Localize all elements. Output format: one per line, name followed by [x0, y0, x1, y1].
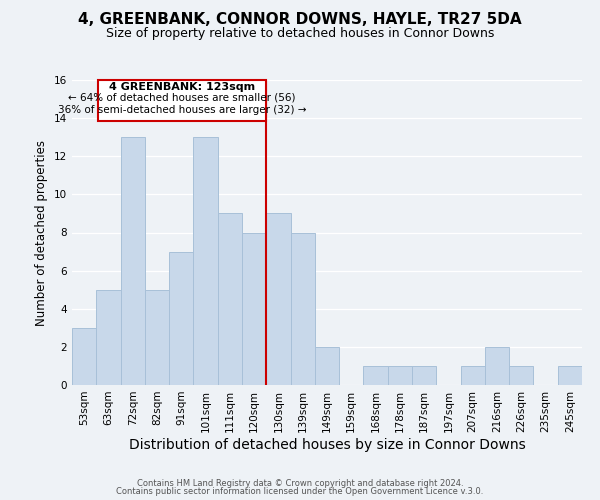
Text: ← 64% of detached houses are smaller (56): ← 64% of detached houses are smaller (56… — [68, 92, 296, 102]
Text: Contains public sector information licensed under the Open Government Licence v.: Contains public sector information licen… — [116, 488, 484, 496]
Bar — [364, 366, 388, 385]
FancyBboxPatch shape — [98, 80, 266, 121]
Text: Size of property relative to detached houses in Connor Downs: Size of property relative to detached ho… — [106, 28, 494, 40]
Bar — [485, 347, 509, 385]
Bar — [315, 347, 339, 385]
Bar — [509, 366, 533, 385]
Bar — [72, 328, 96, 385]
Text: 4 GREENBANK: 123sqm: 4 GREENBANK: 123sqm — [109, 82, 255, 92]
Bar — [193, 137, 218, 385]
Y-axis label: Number of detached properties: Number of detached properties — [35, 140, 49, 326]
Bar — [121, 137, 145, 385]
Text: 4, GREENBANK, CONNOR DOWNS, HAYLE, TR27 5DA: 4, GREENBANK, CONNOR DOWNS, HAYLE, TR27 … — [78, 12, 522, 28]
Bar — [145, 290, 169, 385]
Text: 36% of semi-detached houses are larger (32) →: 36% of semi-detached houses are larger (… — [58, 104, 306, 115]
Text: Contains HM Land Registry data © Crown copyright and database right 2024.: Contains HM Land Registry data © Crown c… — [137, 478, 463, 488]
Bar — [558, 366, 582, 385]
Bar — [412, 366, 436, 385]
Bar — [266, 214, 290, 385]
Bar — [290, 232, 315, 385]
X-axis label: Distribution of detached houses by size in Connor Downs: Distribution of detached houses by size … — [128, 438, 526, 452]
Bar — [96, 290, 121, 385]
Bar — [218, 214, 242, 385]
Bar — [461, 366, 485, 385]
Bar — [169, 252, 193, 385]
Bar — [242, 232, 266, 385]
Bar — [388, 366, 412, 385]
